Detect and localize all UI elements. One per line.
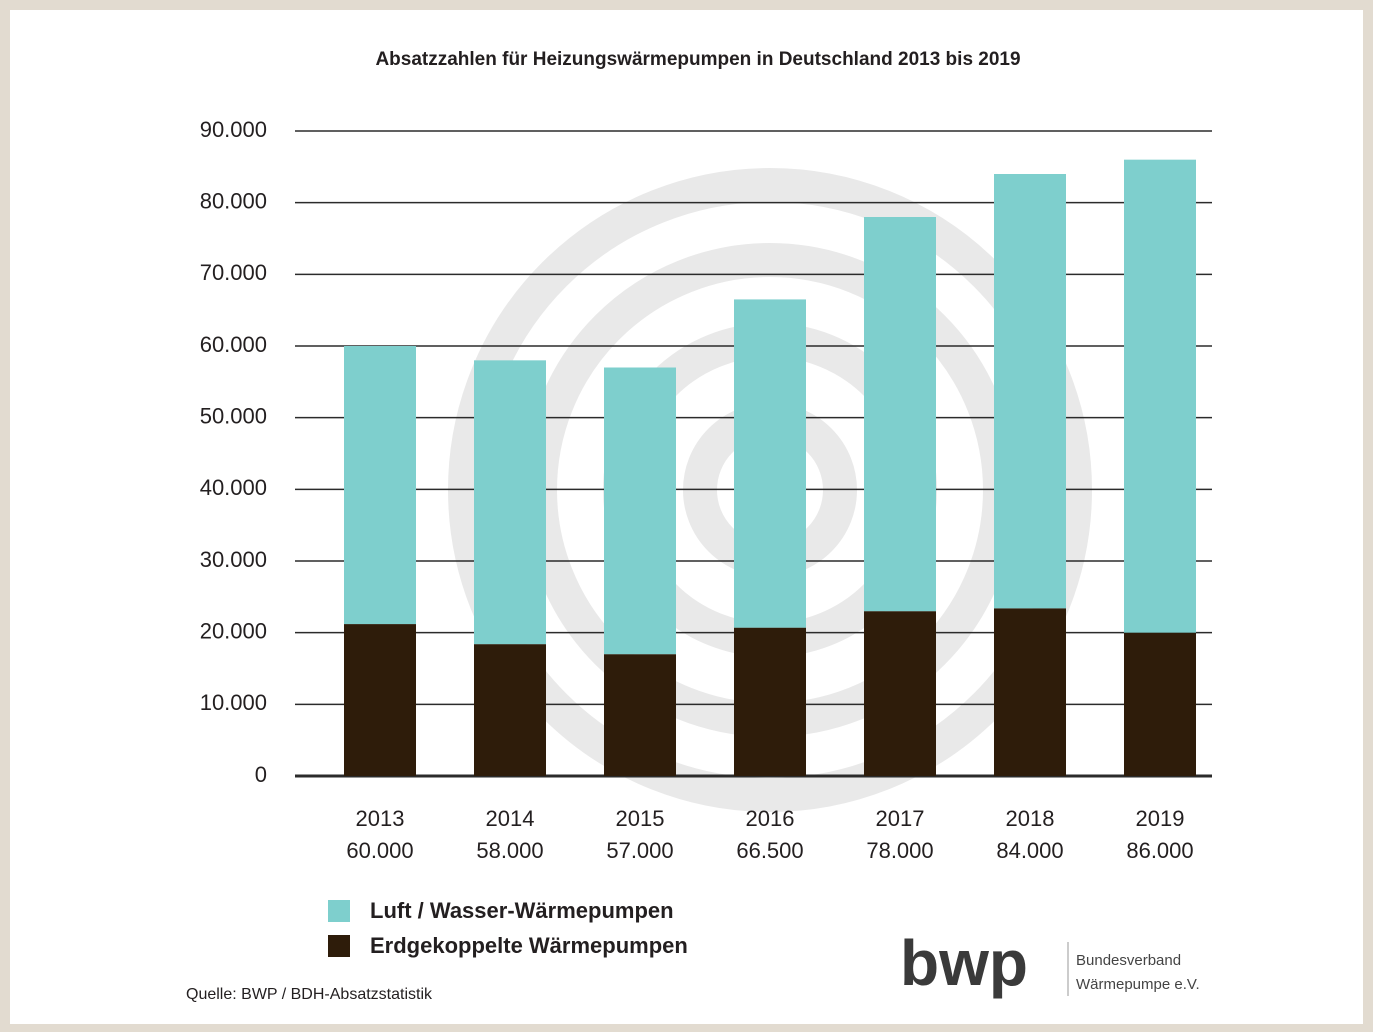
logo-mark: bwp xyxy=(900,927,1028,999)
y-tick-label: 30.000 xyxy=(200,547,267,572)
x-tick-label: 2015 xyxy=(616,806,665,831)
bar-segment xyxy=(474,644,546,776)
total-label: 86.000 xyxy=(1126,838,1193,863)
y-tick-label: 90.000 xyxy=(200,117,267,142)
bar-segment xyxy=(604,367,676,655)
x-tick-label: 2019 xyxy=(1136,806,1185,831)
total-label: 57.000 xyxy=(606,838,673,863)
x-tick-label: 2017 xyxy=(876,806,925,831)
x-tick-label: 2013 xyxy=(356,806,405,831)
y-tick-label: 40.000 xyxy=(200,475,267,500)
total-label: 84.000 xyxy=(996,838,1063,863)
y-tick-label: 60.000 xyxy=(200,332,267,357)
bar-segment xyxy=(864,611,936,776)
bar-segment xyxy=(1124,632,1196,776)
legend-label: Erdgekoppelte Wärmepumpen xyxy=(370,933,688,958)
bar-segment xyxy=(864,217,936,612)
bar-segment xyxy=(734,627,806,776)
bar-segment xyxy=(344,346,416,625)
bar-segment xyxy=(994,608,1066,776)
logo-text: Wärmepumpe e.V. xyxy=(1076,976,1200,993)
bar-segment xyxy=(474,360,546,645)
y-tick-label: 20.000 xyxy=(200,618,267,643)
y-tick-label: 70.000 xyxy=(200,260,267,285)
legend-label: Luft / Wasser-Wärmepumpen xyxy=(370,898,674,923)
bar-segment xyxy=(734,299,806,628)
source: Quelle: BWP / BDH-Absatzstatistik xyxy=(186,986,433,1003)
y-tick-label: 10.000 xyxy=(200,690,267,715)
legend-swatch xyxy=(328,935,350,957)
y-tick-label: 0 xyxy=(255,762,267,787)
bar-segment xyxy=(344,624,416,776)
x-tick-label: 2018 xyxy=(1006,806,1055,831)
total-label: 66.500 xyxy=(736,838,803,863)
y-tick-label: 50.000 xyxy=(200,403,267,428)
bar-segment xyxy=(1124,159,1196,633)
legend-swatch xyxy=(328,900,350,922)
chart-title: Absatzzahlen für Heizungswärmepumpen in … xyxy=(375,49,1020,70)
x-tick-label: 2016 xyxy=(746,806,795,831)
x-tick-label: 2014 xyxy=(486,806,535,831)
total-label: 78.000 xyxy=(866,838,933,863)
total-label: 58.000 xyxy=(476,838,543,863)
logo-text: Bundesverband xyxy=(1076,952,1181,969)
bar-segment xyxy=(604,654,676,776)
y-tick-label: 80.000 xyxy=(200,188,267,213)
bar-segment xyxy=(994,174,1066,609)
total-label: 60.000 xyxy=(346,838,413,863)
